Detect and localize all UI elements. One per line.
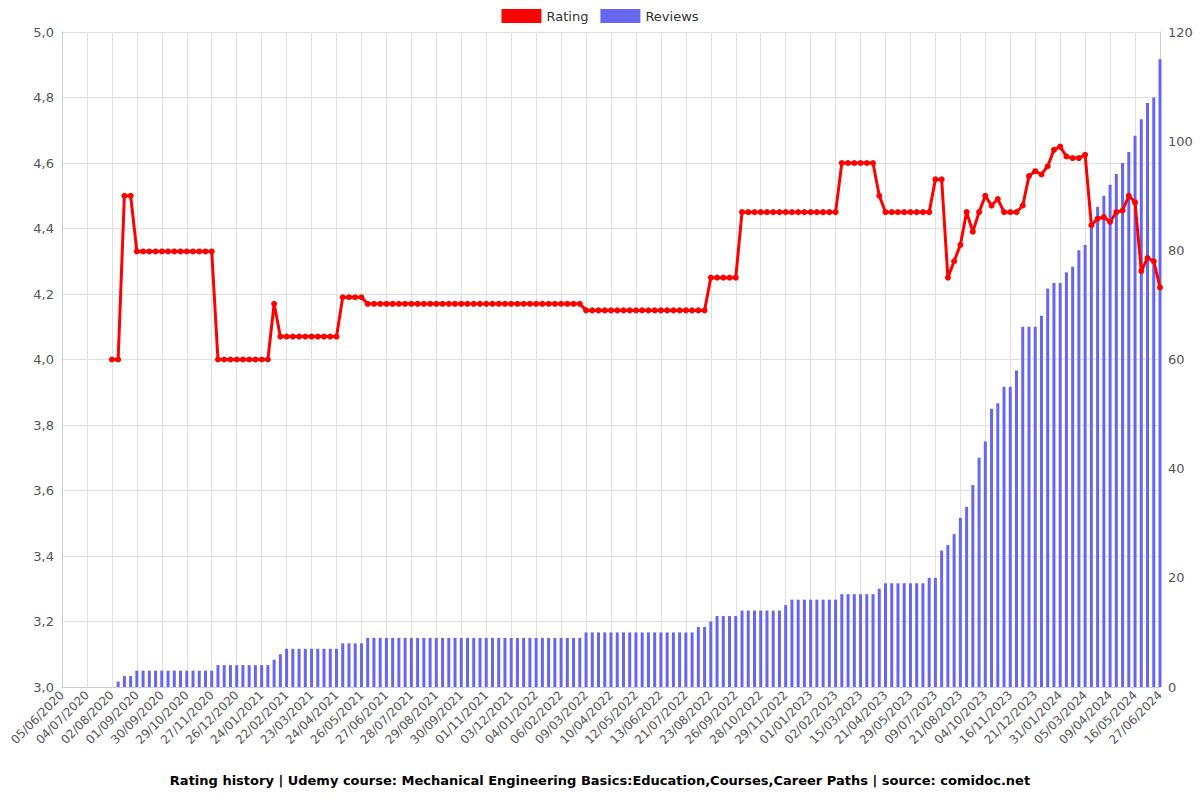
svg-text:27/06/2021: 27/06/2021 [332, 688, 392, 747]
svg-text:01/01/2023: 01/01/2023 [756, 688, 816, 747]
svg-text:4,6: 4,6 [33, 156, 54, 171]
svg-text:28/10/2022: 28/10/2022 [706, 688, 766, 747]
svg-text:24/04/2021: 24/04/2021 [282, 688, 342, 747]
svg-text:09/03/2022: 09/03/2022 [532, 688, 591, 747]
svg-text:21/08/2023: 21/08/2023 [906, 688, 966, 747]
svg-text:16/11/2023: 16/11/2023 [956, 688, 1016, 747]
svg-text:09/07/2023: 09/07/2023 [881, 688, 941, 747]
svg-text:12/05/2022: 12/05/2022 [582, 688, 641, 747]
svg-text:02/08/2020: 02/08/2020 [58, 688, 117, 747]
svg-text:3,4: 3,4 [33, 549, 54, 564]
svg-text:21/04/2023: 21/04/2023 [831, 688, 891, 747]
svg-text:30/09/2020: 30/09/2020 [108, 688, 167, 747]
svg-text:10/04/2022: 10/04/2022 [557, 688, 616, 747]
svg-text:04/07/2020: 04/07/2020 [33, 688, 92, 747]
svg-text:29/05/2023: 29/05/2023 [856, 688, 916, 747]
svg-text:4,4: 4,4 [33, 221, 54, 236]
svg-text:29/08/2021: 29/08/2021 [382, 688, 442, 747]
svg-text:06/02/2022: 06/02/2022 [507, 688, 566, 747]
svg-text:26/09/2022: 26/09/2022 [682, 688, 741, 747]
svg-text:5,0: 5,0 [33, 25, 54, 40]
svg-text:20: 20 [1168, 570, 1185, 585]
svg-text:21/07/2022: 21/07/2022 [632, 688, 691, 747]
svg-text:01/11/2021: 01/11/2021 [432, 688, 492, 747]
svg-text:05/06/2020: 05/06/2020 [8, 688, 67, 747]
svg-text:3,8: 3,8 [33, 418, 54, 433]
svg-text:02/02/2023: 02/02/2023 [781, 688, 841, 747]
svg-text:4,8: 4,8 [33, 90, 54, 105]
svg-text:26/05/2021: 26/05/2021 [307, 688, 367, 747]
svg-text:Rating: Rating [546, 9, 588, 24]
svg-text:23/03/2021: 23/03/2021 [257, 688, 317, 747]
svg-text:100: 100 [1168, 134, 1193, 149]
svg-text:30/09/2021: 30/09/2021 [407, 688, 467, 747]
svg-text:31/01/2024: 31/01/2024 [1006, 688, 1066, 747]
svg-text:120: 120 [1168, 25, 1193, 40]
svg-text:04/10/2023: 04/10/2023 [931, 688, 991, 747]
svg-text:03/12/2021: 03/12/2021 [457, 688, 517, 747]
svg-text:0: 0 [1168, 680, 1176, 695]
svg-text:28/07/2021: 28/07/2021 [357, 688, 417, 747]
svg-text:05/03/2024: 05/03/2024 [1031, 688, 1091, 747]
svg-text:27/11/2020: 27/11/2020 [157, 688, 217, 747]
svg-text:40: 40 [1168, 461, 1185, 476]
svg-text:13/06/2022: 13/06/2022 [607, 688, 666, 747]
svg-text:Rating history | Udemy course:: Rating history | Udemy course: Mechanica… [170, 773, 1030, 788]
svg-text:24/01/2021: 24/01/2021 [207, 688, 267, 747]
svg-text:3,2: 3,2 [33, 614, 54, 629]
svg-text:80: 80 [1168, 243, 1185, 258]
svg-text:15/03/2023: 15/03/2023 [806, 688, 866, 747]
svg-text:29/10/2020: 29/10/2020 [133, 688, 192, 747]
svg-text:60: 60 [1168, 352, 1185, 367]
svg-text:23/08/2022: 23/08/2022 [657, 688, 716, 747]
svg-text:3,6: 3,6 [33, 483, 54, 498]
svg-text:01/09/2020: 01/09/2020 [83, 688, 142, 747]
svg-text:4,0: 4,0 [33, 352, 54, 367]
svg-text:09/04/2024: 09/04/2024 [1056, 688, 1115, 747]
svg-text:26/12/2020: 26/12/2020 [182, 688, 242, 747]
svg-text:04/01/2022: 04/01/2022 [482, 688, 542, 747]
svg-text:22/02/2021: 22/02/2021 [232, 688, 292, 747]
svg-text:29/11/2022: 29/11/2022 [731, 688, 791, 747]
svg-text:21/12/2023: 21/12/2023 [981, 688, 1041, 747]
svg-text:Reviews: Reviews [645, 9, 698, 24]
svg-text:4,2: 4,2 [33, 287, 54, 302]
svg-text:16/05/2024: 16/05/2024 [1081, 688, 1140, 747]
svg-text:3,0: 3,0 [33, 680, 54, 695]
svg-text:27/06/2024: 27/06/2024 [1106, 688, 1165, 747]
